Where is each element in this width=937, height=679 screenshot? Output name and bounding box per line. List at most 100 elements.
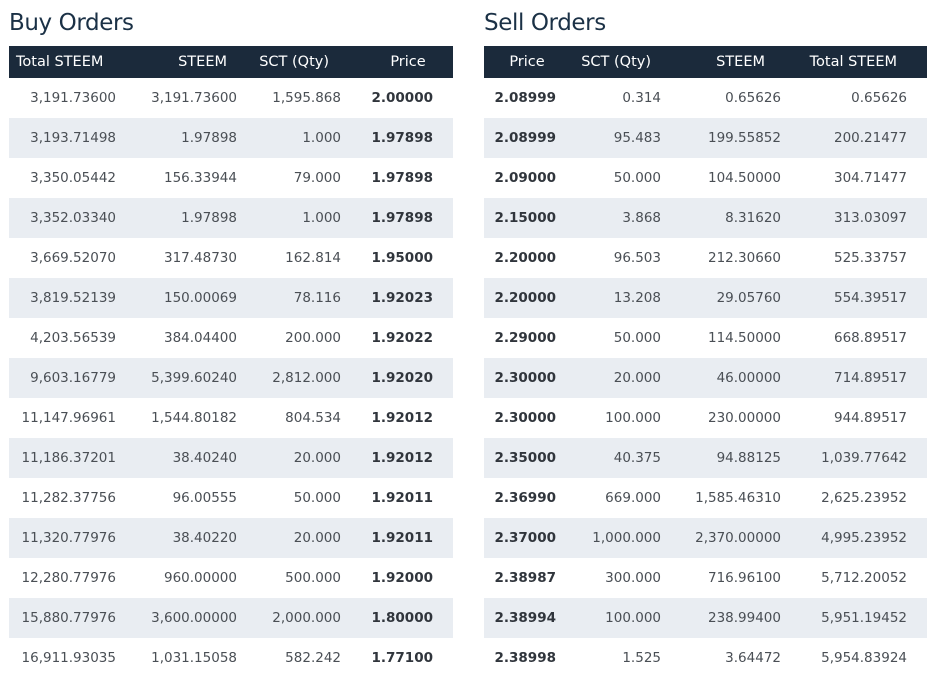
sct-qty-cell: 1.525 <box>622 650 661 666</box>
sell-orders-row[interactable]: 2.38987 300.000 716.96100 5,712.20052 <box>484 558 927 598</box>
price-cell: 1.95000 <box>371 250 434 266</box>
steem-cell: 1.97898 <box>181 210 237 226</box>
price-cell: 2.38987 <box>494 570 557 586</box>
steem-cell: 96.00555 <box>172 490 237 506</box>
sell-orders-row[interactable]: 2.20000 13.208 29.05760 554.39517 <box>484 278 927 318</box>
sct-qty-cell: 50.000 <box>613 170 661 186</box>
price-cell: 2.36990 <box>494 490 557 506</box>
total-steem-cell: 11,147.96961 <box>21 410 116 426</box>
steem-cell: 156.33944 <box>163 170 237 186</box>
steem-cell: 46.00000 <box>716 370 781 386</box>
buy-orders-row[interactable]: 16,911.93035 1,031.15058 582.242 1.77100 <box>9 638 453 678</box>
sell-orders-header: Price SCT (Qty) STEEM Total STEEM <box>484 46 927 78</box>
buy-orders-header: Total STEEM STEEM SCT (Qty) Price <box>9 46 453 78</box>
total-steem-cell: 3,193.71498 <box>30 130 116 146</box>
price-cell: 2.29000 <box>494 330 557 346</box>
sct-qty-cell: 40.375 <box>613 450 661 466</box>
buy-orders-row[interactable]: 3,191.73600 3,191.73600 1,595.868 2.00000 <box>9 78 453 118</box>
steem-cell: 94.88125 <box>716 450 781 466</box>
sell-header-sct-qty: SCT (Qty) <box>581 54 651 70</box>
sell-orders-row[interactable]: 2.36990 669.000 1,585.46310 2,625.23952 <box>484 478 927 518</box>
sell-orders-row[interactable]: 2.38998 1.525 3.64472 5,954.83924 <box>484 638 927 678</box>
price-cell: 2.38994 <box>494 610 557 626</box>
buy-orders-row[interactable]: 9,603.16779 5,399.60240 2,812.000 1.92020 <box>9 358 453 398</box>
steem-cell: 3,191.73600 <box>151 90 237 106</box>
total-steem-cell: 200.21477 <box>833 130 907 146</box>
total-steem-cell: 554.39517 <box>833 290 907 306</box>
sct-qty-cell: 20.000 <box>613 370 661 386</box>
buy-orders-panel: Buy Orders Total STEEM STEEM SCT (Qty) P… <box>9 0 453 678</box>
sct-qty-cell: 79.000 <box>293 170 341 186</box>
sct-qty-cell: 804.534 <box>285 410 341 426</box>
price-cell: 2.20000 <box>494 250 557 266</box>
steem-cell: 150.00069 <box>163 290 237 306</box>
price-cell: 2.37000 <box>494 530 557 546</box>
price-cell: 1.92020 <box>371 370 434 386</box>
sell-orders-row[interactable]: 2.08999 95.483 199.55852 200.21477 <box>484 118 927 158</box>
sell-orders-table: Price SCT (Qty) STEEM Total STEEM 2.0899… <box>484 46 927 678</box>
sell-orders-panel: Sell Orders Price SCT (Qty) STEEM Total … <box>484 0 927 678</box>
total-steem-cell: 944.89517 <box>833 410 907 426</box>
total-steem-cell: 9,603.16779 <box>30 370 116 386</box>
sct-qty-cell: 500.000 <box>285 570 341 586</box>
total-steem-cell: 304.71477 <box>833 170 907 186</box>
buy-orders-row[interactable]: 3,350.05442 156.33944 79.000 1.97898 <box>9 158 453 198</box>
total-steem-cell: 11,320.77976 <box>21 530 116 546</box>
total-steem-cell: 11,282.37756 <box>21 490 116 506</box>
sell-orders-row[interactable]: 2.38994 100.000 238.99400 5,951.19452 <box>484 598 927 638</box>
sell-orders-row[interactable]: 2.09000 50.000 104.50000 304.71477 <box>484 158 927 198</box>
price-cell: 2.30000 <box>494 410 557 426</box>
buy-orders-row[interactable]: 3,193.71498 1.97898 1.000 1.97898 <box>9 118 453 158</box>
sell-header-total-steem: Total STEEM <box>809 54 897 70</box>
total-steem-cell: 3,191.73600 <box>30 90 116 106</box>
buy-orders-row[interactable]: 3,669.52070 317.48730 162.814 1.95000 <box>9 238 453 278</box>
buy-header-sct-qty: SCT (Qty) <box>259 54 329 70</box>
buy-orders-row[interactable]: 15,880.77976 3,600.00000 2,000.000 1.80000 <box>9 598 453 638</box>
buy-orders-row[interactable]: 3,352.03340 1.97898 1.000 1.97898 <box>9 198 453 238</box>
buy-header-total-steem: Total STEEM <box>16 54 104 70</box>
sell-orders-row[interactable]: 2.35000 40.375 94.88125 1,039.77642 <box>484 438 927 478</box>
sct-qty-cell: 50.000 <box>613 330 661 346</box>
steem-cell: 716.96100 <box>707 570 781 586</box>
sell-orders-row[interactable]: 2.30000 100.000 230.00000 944.89517 <box>484 398 927 438</box>
sell-orders-title: Sell Orders <box>484 10 606 36</box>
sct-qty-cell: 95.483 <box>613 130 661 146</box>
sell-orders-row[interactable]: 2.15000 3.868 8.31620 313.03097 <box>484 198 927 238</box>
price-cell: 1.77100 <box>371 650 434 666</box>
sct-qty-cell: 20.000 <box>293 450 341 466</box>
sct-qty-cell: 200.000 <box>285 330 341 346</box>
buy-orders-row[interactable]: 12,280.77976 960.00000 500.000 1.92000 <box>9 558 453 598</box>
price-cell: 2.38998 <box>494 650 557 666</box>
price-cell: 1.97898 <box>371 170 434 186</box>
sell-orders-header-row: Price SCT (Qty) STEEM Total STEEM <box>484 46 927 78</box>
total-steem-cell: 3,350.05442 <box>30 170 116 186</box>
price-cell: 1.92023 <box>371 290 434 306</box>
sell-orders-row[interactable]: 2.08999 0.314 0.65626 0.65626 <box>484 78 927 118</box>
steem-cell: 1.97898 <box>181 130 237 146</box>
buy-orders-row[interactable]: 11,147.96961 1,544.80182 804.534 1.92012 <box>9 398 453 438</box>
buy-orders-row[interactable]: 3,819.52139 150.00069 78.116 1.92023 <box>9 278 453 318</box>
total-steem-cell: 525.33757 <box>833 250 907 266</box>
sell-orders-row[interactable]: 2.20000 96.503 212.30660 525.33757 <box>484 238 927 278</box>
buy-orders-row[interactable]: 11,186.37201 38.40240 20.000 1.92012 <box>9 438 453 478</box>
price-cell: 2.30000 <box>494 370 557 386</box>
steem-cell: 317.48730 <box>163 250 237 266</box>
sell-header-steem: STEEM <box>716 54 765 70</box>
total-steem-cell: 11,186.37201 <box>21 450 116 466</box>
price-cell: 1.92011 <box>371 490 434 506</box>
total-steem-cell: 3,352.03340 <box>30 210 116 226</box>
total-steem-cell: 5,954.83924 <box>821 650 907 666</box>
sct-qty-cell: 162.814 <box>285 250 341 266</box>
sell-orders-row[interactable]: 2.37000 1,000.000 2,370.00000 4,995.23952 <box>484 518 927 558</box>
buy-orders-row[interactable]: 4,203.56539 384.04400 200.000 1.92022 <box>9 318 453 358</box>
steem-cell: 238.99400 <box>707 610 781 626</box>
sell-header-price: Price <box>509 54 545 70</box>
sct-qty-cell: 582.242 <box>285 650 341 666</box>
sell-orders-row[interactable]: 2.30000 20.000 46.00000 714.89517 <box>484 358 927 398</box>
price-cell: 2.20000 <box>494 290 557 306</box>
buy-orders-row[interactable]: 11,320.77976 38.40220 20.000 1.92011 <box>9 518 453 558</box>
total-steem-cell: 4,203.56539 <box>30 330 116 346</box>
buy-orders-row[interactable]: 11,282.37756 96.00555 50.000 1.92011 <box>9 478 453 518</box>
sell-orders-row[interactable]: 2.29000 50.000 114.50000 668.89517 <box>484 318 927 358</box>
total-steem-cell: 2,625.23952 <box>821 490 907 506</box>
